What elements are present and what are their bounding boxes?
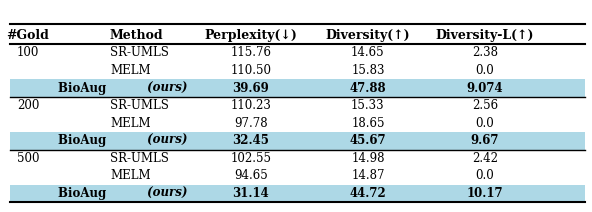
Text: 45.67: 45.67: [349, 134, 386, 147]
Text: 102.55: 102.55: [230, 152, 271, 165]
Text: 32.45: 32.45: [232, 134, 269, 147]
Text: SR-UMLS: SR-UMLS: [110, 46, 169, 59]
Text: Method: Method: [110, 29, 163, 42]
Text: 2.38: 2.38: [472, 46, 498, 59]
Text: 44.72: 44.72: [349, 187, 386, 200]
Text: 97.78: 97.78: [234, 117, 268, 130]
Text: 0.0: 0.0: [476, 169, 494, 182]
Text: 14.87: 14.87: [351, 169, 385, 182]
Text: BioAug: BioAug: [57, 187, 110, 200]
Text: 115.76: 115.76: [230, 46, 271, 59]
Text: 110.50: 110.50: [230, 64, 271, 77]
FancyBboxPatch shape: [10, 185, 585, 202]
Text: SR-UMLS: SR-UMLS: [110, 152, 169, 165]
Text: SR-UMLS: SR-UMLS: [110, 99, 169, 112]
Text: 100: 100: [17, 46, 39, 59]
Text: (ours): (ours): [110, 134, 187, 147]
Text: MELM: MELM: [110, 117, 150, 130]
Text: #Gold: #Gold: [7, 29, 49, 42]
FancyBboxPatch shape: [10, 79, 585, 97]
Text: 14.98: 14.98: [351, 152, 385, 165]
Text: BioAug: BioAug: [57, 134, 110, 147]
Text: 500: 500: [17, 152, 39, 165]
Text: 110.23: 110.23: [230, 99, 271, 112]
Text: Diversity-L(↑): Diversity-L(↑): [436, 29, 535, 42]
Text: 14.65: 14.65: [351, 46, 385, 59]
Text: 94.65: 94.65: [234, 169, 268, 182]
Text: 200: 200: [17, 99, 39, 112]
Text: 0.0: 0.0: [476, 117, 494, 130]
Text: (ours): (ours): [110, 81, 187, 95]
Text: 2.56: 2.56: [472, 99, 498, 112]
FancyBboxPatch shape: [10, 132, 585, 149]
Text: 47.88: 47.88: [349, 81, 386, 95]
Text: 0.0: 0.0: [476, 64, 494, 77]
Text: 10.17: 10.17: [467, 187, 503, 200]
Text: 15.33: 15.33: [351, 99, 385, 112]
Text: (ours): (ours): [110, 187, 187, 200]
Text: 31.14: 31.14: [232, 187, 269, 200]
Text: Perplexity(↓): Perplexity(↓): [204, 29, 297, 42]
Text: 39.69: 39.69: [232, 81, 269, 95]
Text: 18.65: 18.65: [351, 117, 385, 130]
Text: 15.83: 15.83: [351, 64, 385, 77]
Text: Diversity(↑): Diversity(↑): [326, 29, 410, 42]
Text: 9.67: 9.67: [471, 134, 500, 147]
Text: BioAug: BioAug: [57, 81, 110, 95]
Text: MELM: MELM: [110, 64, 150, 77]
Text: 2.42: 2.42: [472, 152, 498, 165]
Text: MELM: MELM: [110, 169, 150, 182]
Text: 9.074: 9.074: [467, 81, 503, 95]
